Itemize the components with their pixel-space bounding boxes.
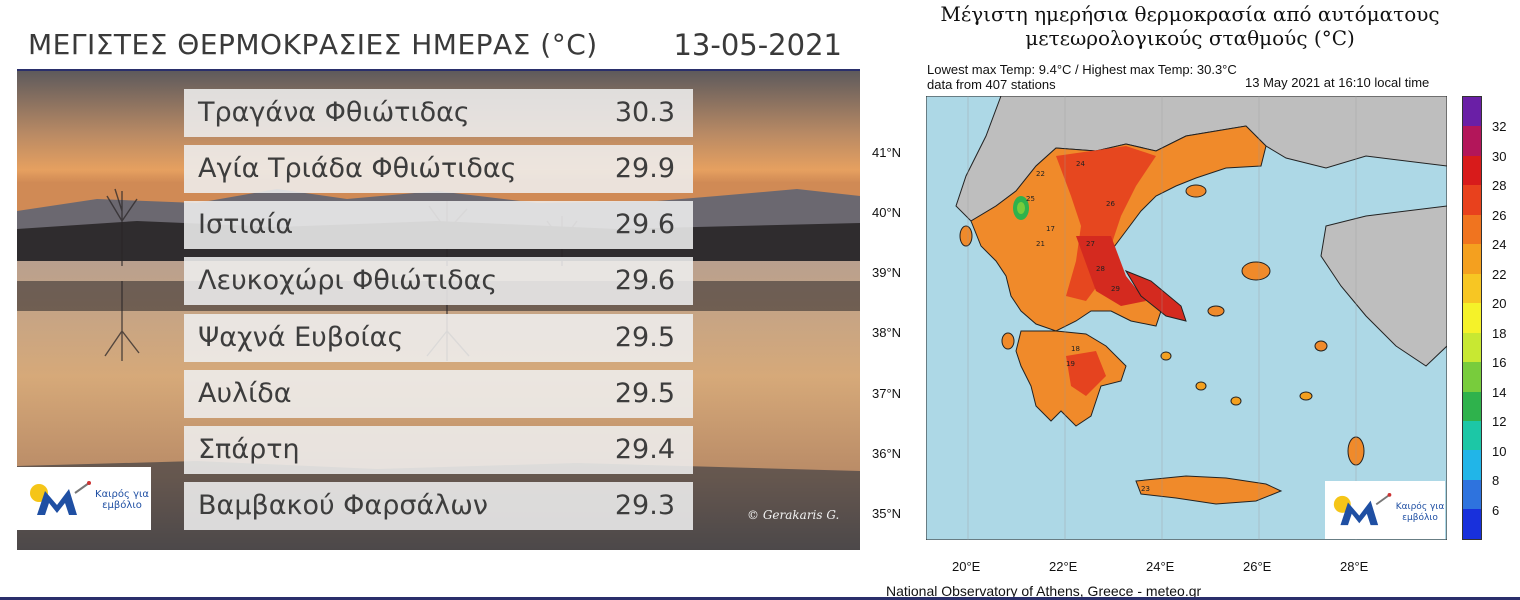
ranking-row: Βαμβακού Φαρσάλων 29.3 (184, 482, 693, 530)
colorbar-label: 26 (1492, 208, 1507, 223)
colorbar-label: 30 (1492, 149, 1507, 164)
lat-label: 35°N (872, 506, 902, 521)
colorbar-label: 18 (1492, 326, 1507, 341)
colorbar-segment (1463, 214, 1481, 245)
colorbar-label: 22 (1492, 267, 1507, 282)
map-stats: Lowest max Temp: 9.4°C / Highest max Tem… (927, 62, 1237, 77)
logo-text-line1: Καιρός για (95, 489, 149, 500)
station-label: 22 (1036, 170, 1045, 178)
station-value: 29.5 (614, 322, 675, 353)
station-name: Αυλίδα (198, 378, 292, 409)
station-value: 29.4 (614, 434, 675, 465)
station-value: 29.9 (614, 153, 675, 184)
colorbar-label: 20 (1492, 296, 1507, 311)
station-name: Αγία Τριάδα Φθιώτιδας (198, 153, 517, 184)
colorbar-segment (1463, 185, 1481, 215)
lat-label: 40°N (872, 205, 902, 220)
ranking-row: Τραγάνα Φθιώτιδας 30.3 (184, 89, 693, 137)
station-name: Λευκοχώρι Φθιώτιδας (198, 265, 498, 296)
bottom-divider (0, 597, 1520, 600)
station-value: 30.3 (614, 97, 675, 128)
lon-label: 22°E (1049, 559, 1078, 574)
logo-badge: Καιρός για εμβόλιο (17, 467, 151, 530)
lat-label: 36°N (872, 446, 902, 461)
station-name: Ψαχνά Ευβοίας (198, 322, 404, 353)
meteo-logo-icon (1333, 493, 1392, 526)
ranking-row: Αυλίδα 29.5 (184, 370, 693, 418)
colorbar-segment (1463, 244, 1481, 274)
station-value: 29.5 (614, 378, 675, 409)
station-value: 29.6 (614, 209, 675, 240)
colorbar-label: 8 (1492, 473, 1500, 488)
map-timestamp: 13 May 2021 at 16:10 local time (1245, 75, 1430, 90)
logo-text-line1: Καιρός για (1395, 502, 1445, 512)
ranking-row: Αγία Τριάδα Φθιώτιδας 29.9 (184, 145, 693, 193)
station-label: 29 (1111, 285, 1120, 293)
colorbar-label: 28 (1492, 178, 1507, 193)
meteo-logo-icon (30, 481, 91, 515)
station-label: 18 (1071, 345, 1080, 353)
colorbar-label: 6 (1492, 503, 1500, 518)
ranking-row: Ιστιαία 29.6 (184, 201, 693, 249)
map-footer: National Observatory of Athens, Greece -… (886, 583, 1202, 599)
colorbar-segment (1463, 479, 1481, 510)
ranking-row: Λευκοχώρι Φθιώτιδας 29.6 (184, 257, 693, 305)
station-label: 27 (1086, 240, 1095, 248)
map-title: Μέγιστη ημερήσια θερμοκρασία από αυτόματ… (880, 2, 1500, 50)
station-label: 26 (1106, 200, 1115, 208)
colorbar-segment (1463, 126, 1481, 156)
logo-text-line2: εμβόλιο (102, 500, 142, 511)
station-name: Τραγάνα Φθιώτιδας (198, 97, 470, 128)
left-panel-title: ΜΕΓΙΣΤΕΣ ΘΕΡΜΟΚΡΑΣΙΕΣ ΗΜΕΡΑΣ (°C) (28, 28, 598, 61)
lon-label: 28°E (1340, 559, 1369, 574)
lat-label: 41°N (872, 145, 902, 160)
credit-text: © Gerakaris G. (747, 508, 840, 522)
map-title-line1: Μέγιστη ημερήσια θερμοκρασία από αυτόματ… (940, 2, 1440, 26)
colorbar-segment (1463, 420, 1481, 451)
colorbar-label: 14 (1492, 385, 1507, 400)
station-name: Βαμβακού Φαρσάλων (198, 490, 488, 521)
station-label: 23 (1141, 485, 1150, 493)
map-station-count: data from 407 stations (927, 77, 1056, 92)
map-title-line2: μετεωρολογικούς σταθμούς (°C) (1025, 26, 1355, 50)
colorbar-segment (1463, 155, 1481, 186)
station-label: 19 (1066, 360, 1075, 368)
ranking-row: Σπάρτη 29.4 (184, 426, 693, 474)
station-label: 21 (1036, 240, 1045, 248)
left-panel-date: 13-05-2021 (673, 28, 842, 62)
station-label: 24 (1076, 160, 1085, 168)
station-value: 29.6 (614, 265, 675, 296)
station-name: Ιστιαία (198, 209, 294, 240)
lon-label: 26°E (1243, 559, 1272, 574)
colorbar-segment (1463, 391, 1481, 421)
colorbar-segment (1463, 332, 1481, 363)
lon-label: 24°E (1146, 559, 1175, 574)
colorbar-label: 12 (1492, 414, 1507, 429)
colorbar (1462, 96, 1482, 540)
logo-text-line2: εμβόλιο (1402, 513, 1438, 523)
temperature-map: 22 24 25 26 27 28 21 19 17 18 23 29 (925, 95, 1448, 541)
colorbar-label: 24 (1492, 237, 1507, 252)
colorbar-label: 10 (1492, 444, 1507, 459)
station-name: Σπάρτη (198, 434, 300, 465)
lat-label: 38°N (872, 325, 902, 340)
station-value: 29.3 (614, 490, 675, 521)
colorbar-segment (1463, 303, 1481, 333)
title-divider (17, 69, 860, 71)
ranking-row: Ψαχνά Ευβοίας 29.5 (184, 314, 693, 362)
colorbar-segment (1463, 509, 1481, 539)
map-logo-badge: Καιρός για εμβόλιο (1325, 481, 1445, 539)
lon-label: 20°E (952, 559, 981, 574)
colorbar-segment (1463, 97, 1481, 127)
colorbar-label: 32 (1492, 119, 1507, 134)
station-label: 28 (1096, 265, 1105, 273)
colorbar-segment (1463, 362, 1481, 392)
lat-label: 39°N (872, 265, 902, 280)
colorbar-segment (1463, 450, 1481, 480)
colorbar-segment (1463, 273, 1481, 304)
colorbar-label: 16 (1492, 355, 1507, 370)
station-label: 17 (1046, 225, 1055, 233)
station-label: 25 (1026, 195, 1035, 203)
lat-label: 37°N (872, 386, 902, 401)
